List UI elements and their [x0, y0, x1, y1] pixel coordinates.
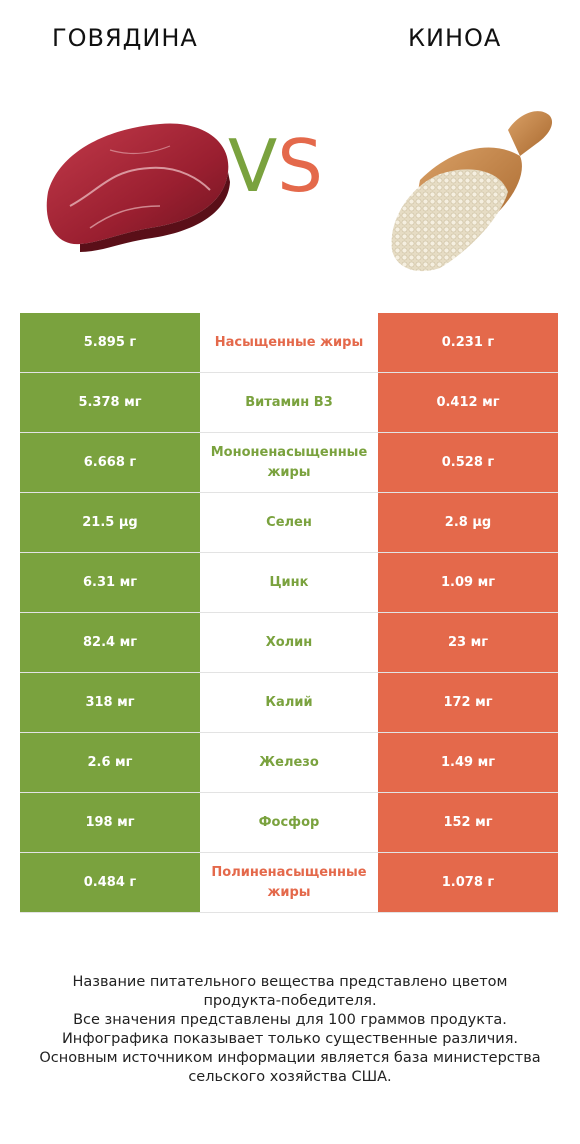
nutrient-row: 6.668 г Мононенасыщенные жиры 0.528 г — [20, 432, 558, 493]
beef-value: 318 мг — [20, 672, 200, 733]
quinoa-value: 0.528 г — [378, 432, 558, 493]
nutrient-row: 5.378 мг Витамин B3 0.412 мг — [20, 372, 558, 433]
nutrient-row: 318 мг Калий 172 мг — [20, 672, 558, 733]
footnote: Название питательного вещества представл… — [20, 973, 560, 1087]
nutrient-label: Мононенасыщенные жиры — [210, 444, 368, 480]
nutrient-comparison-table: 5.895 г Насыщенные жиры 0.231 г 5.378 мг Вит… — [20, 313, 558, 913]
nutrient-row: 82.4 мг Холин 23 мг — [20, 612, 558, 673]
nutrient-label: Калий — [265, 694, 313, 710]
nutrient-label-cell: Мононенасыщенные жиры — [200, 432, 378, 493]
quinoa-value: 2.8 µg — [378, 492, 558, 553]
nutrient-label-cell: Холин — [200, 612, 378, 673]
nutrient-label-cell: Калий — [200, 672, 378, 733]
nutrient-label: Насыщенные жиры — [214, 334, 364, 350]
beef-value: 0.484 г — [20, 852, 200, 913]
quinoa-scoop-image — [391, 111, 553, 272]
beef-value: 5.378 мг — [20, 372, 200, 433]
quinoa-value: 1.09 мг — [378, 552, 558, 613]
nutrient-row: 0.484 г Полиненасыщенные жиры 1.078 г — [20, 852, 558, 913]
footnote-line: Основным источником информации является … — [39, 1050, 541, 1066]
nutrient-label: Фосфор — [258, 814, 320, 830]
nutrient-label-cell: Полиненасыщенные жиры — [200, 852, 378, 913]
nutrient-label: Холин — [265, 634, 313, 650]
quinoa-value: 1.49 мг — [378, 732, 558, 793]
nutrient-label-cell: Фосфор — [200, 792, 378, 853]
nutrient-label-cell: Селен — [200, 492, 378, 553]
footnote-line: Инфографика показывает только существенн… — [61, 1031, 519, 1047]
nutrient-row: 6.31 мг Цинк 1.09 мг — [20, 552, 558, 613]
beef-value: 82.4 мг — [20, 612, 200, 673]
nutrient-row: 21.5 µg Селен 2.8 µg — [20, 492, 558, 553]
quinoa-title: КИНОА — [408, 24, 502, 52]
beef-value: 6.31 мг — [20, 552, 200, 613]
footnote-line: сельского хозяйства США. — [188, 1069, 392, 1085]
beef-value: 6.668 г — [20, 432, 200, 493]
beef-value: 198 мг — [20, 792, 200, 853]
quinoa-value: 0.412 мг — [378, 372, 558, 433]
quinoa-value: 172 мг — [378, 672, 558, 733]
vs-v-letter: V — [228, 124, 278, 208]
nutrient-label: Железо — [259, 754, 319, 770]
beef-steak-image — [46, 123, 230, 252]
nutrient-label-cell: Железо — [200, 732, 378, 793]
nutrient-label-cell: Насыщенные жиры — [200, 313, 378, 373]
nutrient-label-cell: Витамин B3 — [200, 372, 378, 433]
footnote-line: Все значения представлены для 100 граммо… — [73, 1012, 507, 1028]
nutrient-label-cell: Цинк — [200, 552, 378, 613]
footnote-line: Название питательного вещества представл… — [72, 974, 508, 990]
quinoa-value: 23 мг — [378, 612, 558, 673]
nutrient-label: Селен — [266, 514, 312, 530]
footnote-line: продукта-победителя. — [203, 993, 377, 1009]
beef-title: ГОВЯДИНА — [52, 24, 198, 52]
quinoa-value: 0.231 г — [378, 313, 558, 373]
nutrient-label: Витамин B3 — [245, 394, 333, 410]
nutrient-row: 5.895 г Насыщенные жиры 0.231 г — [20, 313, 558, 373]
vs-label: VS — [228, 130, 323, 202]
quinoa-value: 1.078 г — [378, 852, 558, 913]
nutrient-row: 198 мг Фосфор 152 мг — [20, 792, 558, 853]
nutrient-row: 2.6 мг Железо 1.49 мг — [20, 732, 558, 793]
nutrient-label: Полиненасыщенные жиры — [211, 864, 367, 900]
nutrient-label: Цинк — [269, 574, 309, 590]
beef-value: 5.895 г — [20, 313, 200, 373]
beef-value: 21.5 µg — [20, 492, 200, 553]
vs-s-letter: S — [277, 124, 323, 208]
quinoa-value: 152 мг — [378, 792, 558, 853]
beef-value: 2.6 мг — [20, 732, 200, 793]
